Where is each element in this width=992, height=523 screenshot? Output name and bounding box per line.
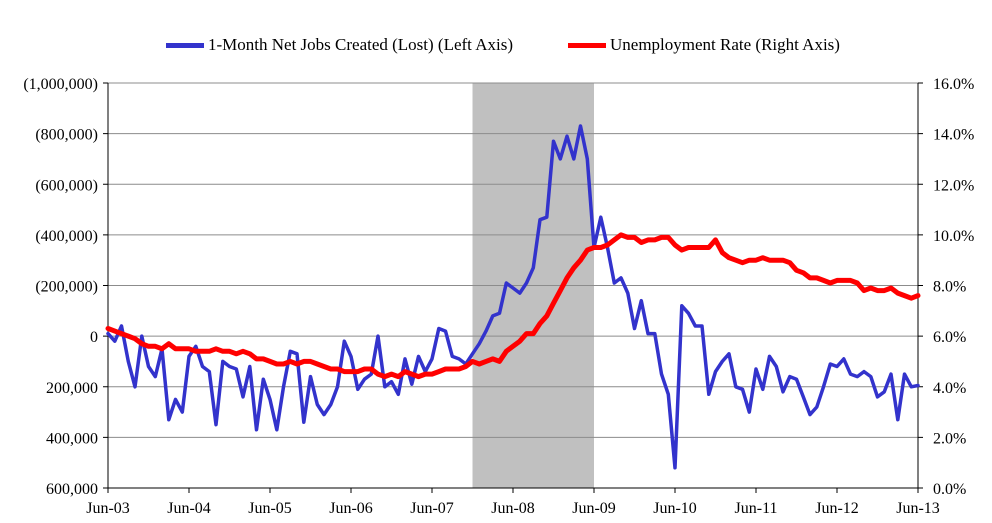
x-axis-tick-label: Jun-05 [248, 500, 292, 517]
left-axis-tick-label: 0 [90, 329, 98, 346]
right-axis-tick-label: 12.0% [933, 177, 974, 194]
legend-label-jobs: 1-Month Net Jobs Created (Lost) (Left Ax… [208, 35, 513, 54]
right-axis-tick-label: 4.0% [933, 380, 966, 397]
left-axis-tick-label: (400,000) [35, 228, 98, 245]
x-axis-tick-label: Jun-06 [329, 500, 373, 517]
right-axis-tick-label: 10.0% [933, 228, 974, 245]
left-axis-tick-label: (600,000) [35, 177, 98, 194]
right-axis-tick-label: 8.0% [933, 279, 966, 296]
series-line-unemployment-rate [105, 232, 921, 380]
x-axis-tick-label: Jun-13 [896, 500, 940, 517]
x-axis-tick-label: Jun-04 [167, 500, 211, 517]
left-axis-tick-label: (1,000,000) [23, 76, 98, 93]
left-axis-tick-label: (200,000) [35, 279, 98, 296]
x-axis-tick-label: Jun-10 [653, 500, 697, 517]
legend-item-jobs: 1-Month Net Jobs Created (Lost) (Left Ax… [166, 34, 513, 56]
x-axis-tick-label: Jun-07 [410, 500, 454, 517]
left-axis-tick-label: 200,000 [46, 380, 98, 397]
x-axis-tick-label: Jun-03 [86, 500, 130, 517]
legend-swatch-unemployment [568, 42, 606, 48]
legend-item-unemployment: Unemployment Rate (Right Axis) [568, 34, 840, 56]
left-axis-tick-label: 400,000 [46, 430, 98, 447]
right-axis-tick-label: 2.0% [933, 430, 966, 447]
x-axis-tick-label: Jun-12 [815, 500, 859, 517]
x-axis-tick-label: Jun-11 [735, 500, 778, 517]
right-axis-tick-label: 6.0% [933, 329, 966, 346]
right-axis-tick-label: 16.0% [933, 76, 974, 93]
left-axis-tick-label: (800,000) [35, 127, 98, 144]
x-axis-tick-label: Jun-08 [491, 500, 535, 517]
legend-label-unemployment: Unemployment Rate (Right Axis) [610, 35, 840, 54]
series-line-net-jobs [106, 124, 920, 470]
x-axis-tick-label: Jun-09 [572, 500, 616, 517]
legend: 1-Month Net Jobs Created (Lost) (Left Ax… [0, 34, 992, 56]
legend-swatch-jobs [166, 42, 204, 48]
left-axis-tick-label: 600,000 [46, 481, 98, 498]
right-axis-tick-label: 14.0% [933, 127, 974, 144]
right-axis-tick-label: 0.0% [933, 481, 966, 498]
